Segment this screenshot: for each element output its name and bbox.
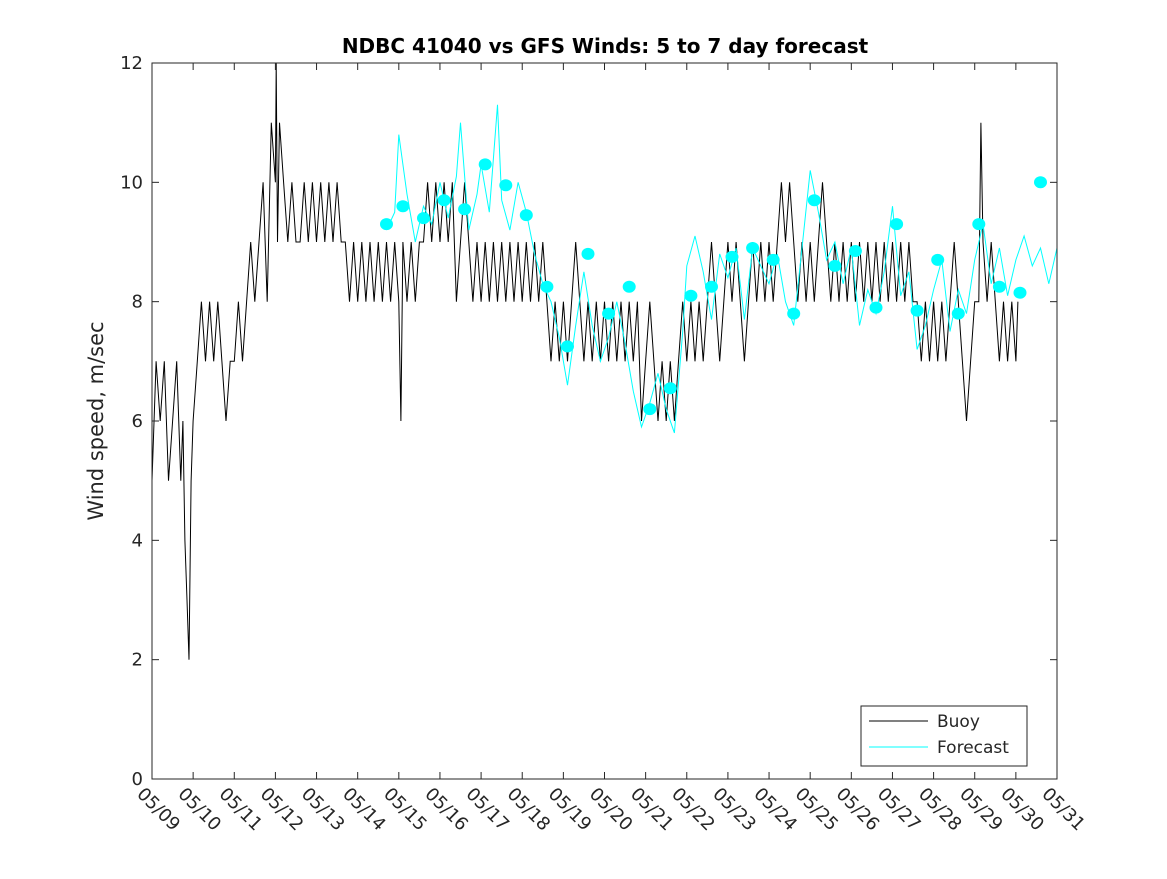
forecast-marker (910, 304, 924, 317)
forecast-marker (992, 280, 1006, 293)
forecast-marker (931, 253, 945, 266)
y-tick-label: 12 (120, 53, 143, 74)
forecast-marker (622, 280, 636, 293)
forecast-marker (581, 247, 595, 260)
forecast-marker (951, 307, 965, 320)
forecast-marker (705, 280, 718, 293)
forecast-marker (499, 179, 513, 192)
forecast-marker (663, 382, 677, 395)
forecast-marker (643, 403, 657, 416)
forecast-marker (396, 200, 410, 213)
chart-title: NDBC 41040 vs GFS Winds: 5 to 7 day fore… (342, 34, 869, 58)
y-tick-label: 0 (132, 769, 143, 790)
forecast-marker (417, 212, 430, 225)
forecast-marker (602, 307, 616, 320)
forecast-marker (746, 242, 760, 254)
forecast-marker (478, 158, 492, 171)
y-tick-label: 2 (132, 650, 143, 671)
y-tick-label: 8 (132, 292, 143, 313)
forecast-marker (540, 280, 554, 293)
forecast-marker (869, 301, 883, 314)
legend-buoy-label: Buoy (937, 712, 980, 732)
series-line-buoy (151, 62, 1019, 660)
y-tick-label: 6 (132, 411, 143, 432)
forecast-marker (972, 218, 986, 231)
forecast-marker (561, 340, 574, 353)
y-tick-label: 10 (120, 172, 143, 193)
forecast-marker (890, 218, 904, 231)
forecast-marker (519, 209, 533, 222)
forecast-marker (380, 218, 393, 231)
legend: Buoy Forecast (860, 705, 1028, 767)
forecast-marker (828, 259, 842, 272)
forecast-marker (807, 194, 821, 207)
forecast-marker (458, 203, 472, 216)
legend-forecast-label: Forecast (937, 738, 1009, 758)
forecast-marker (684, 289, 698, 302)
forecast-marker (1013, 286, 1027, 299)
forecast-marker (725, 250, 739, 263)
forecast-marker (1034, 176, 1047, 189)
y-axis-label: Wind speed, m/sec (84, 321, 108, 520)
forecast-marker (766, 253, 780, 266)
forecast-marker (437, 194, 451, 207)
y-tick-label: 4 (132, 530, 143, 551)
forecast-marker (787, 307, 801, 320)
forecast-marker (848, 245, 862, 257)
legend-box (860, 705, 1028, 767)
